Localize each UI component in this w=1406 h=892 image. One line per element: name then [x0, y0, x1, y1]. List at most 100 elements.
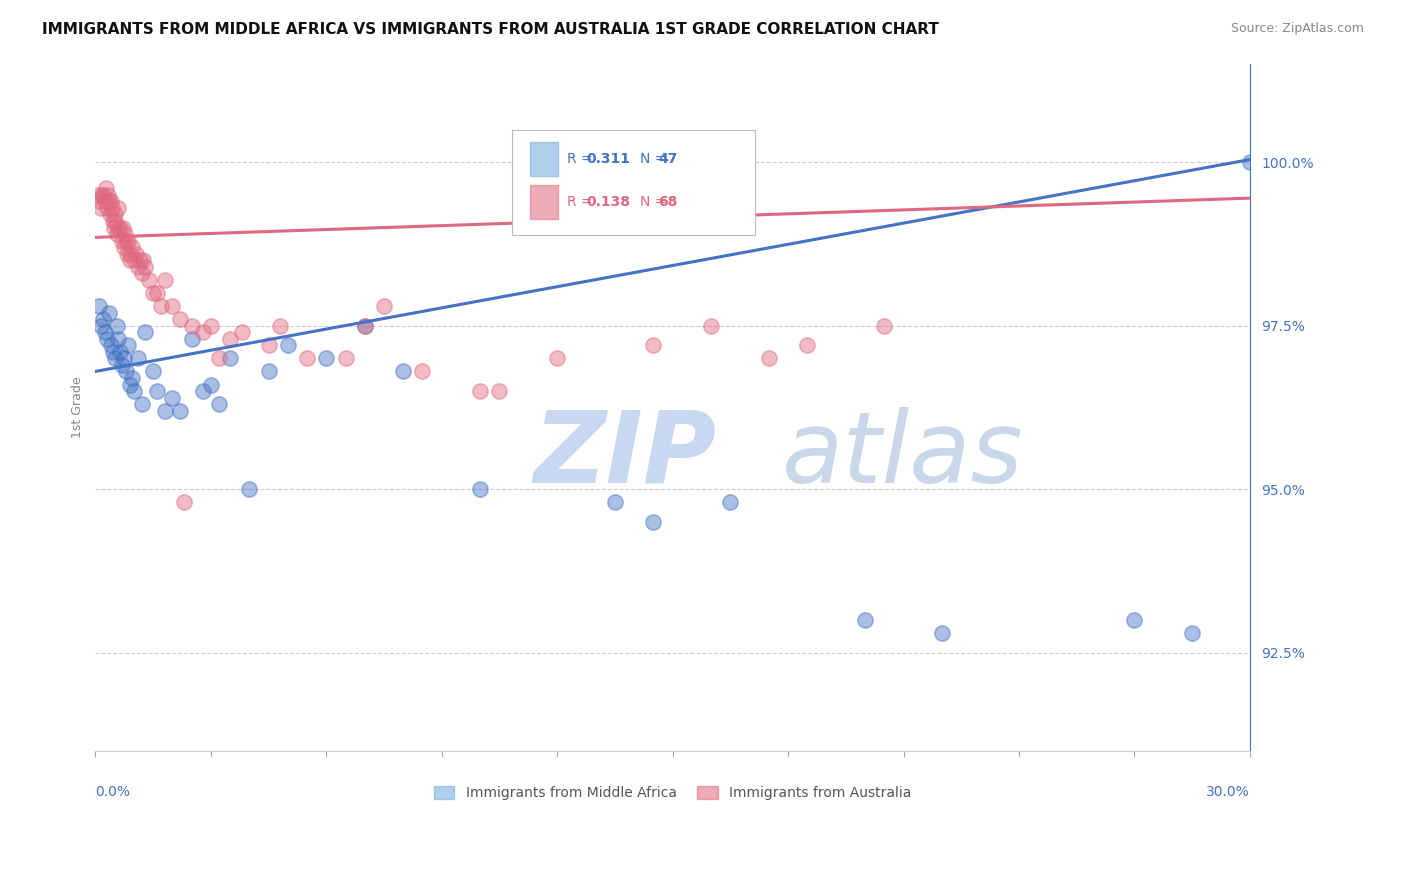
Text: ZIP: ZIP: [534, 407, 717, 504]
Text: R =: R =: [567, 152, 598, 166]
Text: 0.138: 0.138: [586, 195, 630, 210]
Point: [1181, 626, 1204, 640]
Point: [91, 187, 114, 202]
Text: R =: R =: [567, 195, 598, 210]
Point: [315, 351, 337, 366]
Point: [101, 214, 124, 228]
Point: [117, 234, 139, 248]
Point: [114, 227, 136, 241]
Point: [118, 253, 141, 268]
Point: [373, 299, 395, 313]
Point: [121, 240, 143, 254]
Point: [103, 220, 125, 235]
Point: [97, 187, 120, 202]
Point: [94, 325, 117, 339]
Point: [107, 201, 129, 215]
Point: [107, 332, 129, 346]
Point: [115, 246, 138, 260]
Point: [112, 240, 135, 254]
Point: [134, 260, 156, 274]
Point: [111, 358, 134, 372]
Point: [115, 364, 138, 378]
Point: [125, 246, 148, 260]
Point: [146, 384, 169, 398]
Point: [112, 220, 135, 235]
Text: IMMIGRANTS FROM MIDDLE AFRICA VS IMMIGRANTS FROM AUSTRALIA 1ST GRADE CORRELATION: IMMIGRANTS FROM MIDDLE AFRICA VS IMMIGRA…: [42, 22, 939, 37]
Point: [127, 260, 149, 274]
Point: [90, 318, 112, 333]
Point: [90, 201, 112, 215]
Point: [180, 318, 202, 333]
Point: [101, 344, 124, 359]
Point: [134, 325, 156, 339]
Point: [200, 377, 222, 392]
Point: [110, 344, 132, 359]
Point: [796, 338, 818, 352]
Point: [110, 220, 132, 235]
Point: [117, 338, 139, 352]
Point: [89, 299, 111, 313]
Text: N =: N =: [640, 152, 671, 166]
Point: [96, 332, 118, 346]
Point: [100, 338, 122, 352]
Point: [277, 338, 299, 352]
Point: [149, 299, 172, 313]
Point: [853, 613, 876, 627]
Point: [191, 325, 214, 339]
Point: [353, 318, 375, 333]
Point: [97, 305, 120, 319]
Point: [121, 371, 143, 385]
Point: [411, 364, 433, 378]
Point: [111, 234, 134, 248]
Point: [127, 351, 149, 366]
Point: [94, 194, 117, 209]
Point: [153, 273, 176, 287]
Point: [100, 194, 122, 209]
Point: [546, 351, 568, 366]
Point: [718, 495, 741, 509]
Point: [128, 253, 150, 268]
Point: [122, 384, 145, 398]
Point: [873, 318, 896, 333]
Point: [488, 384, 510, 398]
Text: 0.311: 0.311: [586, 152, 630, 166]
Point: [257, 338, 280, 352]
Point: [142, 364, 165, 378]
Point: [1239, 155, 1261, 169]
Point: [97, 194, 120, 209]
Point: [603, 495, 626, 509]
Point: [931, 626, 953, 640]
Point: [105, 227, 128, 241]
Point: [169, 312, 191, 326]
Point: [238, 482, 260, 496]
Point: [118, 246, 141, 260]
Text: 0.0%: 0.0%: [96, 785, 131, 799]
Point: [392, 364, 415, 378]
Point: [169, 403, 191, 417]
Point: [131, 266, 153, 280]
Point: [104, 351, 127, 366]
Point: [269, 318, 291, 333]
Point: [153, 403, 176, 417]
Point: [105, 318, 128, 333]
Point: [162, 391, 184, 405]
Point: [162, 299, 184, 313]
Point: [118, 377, 141, 392]
Point: [132, 253, 155, 268]
Point: [207, 351, 229, 366]
Point: [643, 515, 665, 529]
Point: [94, 181, 117, 195]
Point: [122, 253, 145, 268]
Point: [335, 351, 357, 366]
Text: atlas: atlas: [782, 407, 1024, 504]
Point: [91, 187, 114, 202]
Point: [131, 397, 153, 411]
Y-axis label: 1st Grade: 1st Grade: [72, 376, 84, 438]
Point: [104, 214, 127, 228]
Text: 30.0%: 30.0%: [1206, 785, 1250, 799]
Point: [142, 285, 165, 300]
Text: N =: N =: [640, 195, 671, 210]
Point: [231, 325, 253, 339]
Point: [107, 220, 129, 235]
Text: 68: 68: [658, 195, 678, 210]
